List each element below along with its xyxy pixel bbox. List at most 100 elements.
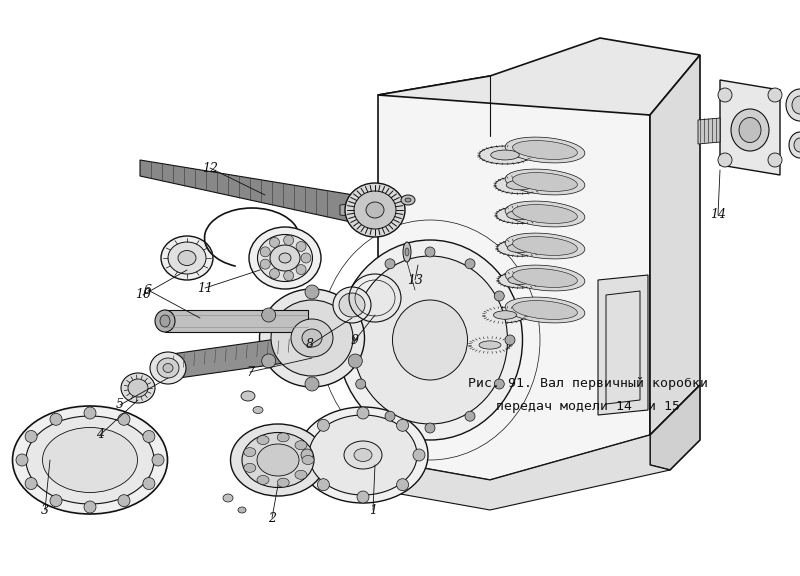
Circle shape [16,454,28,466]
Ellipse shape [258,234,313,282]
Text: 14: 14 [710,209,726,222]
Circle shape [768,153,782,167]
Circle shape [718,88,732,102]
Ellipse shape [479,341,501,349]
Text: 11: 11 [197,282,213,294]
Ellipse shape [271,300,353,376]
Circle shape [50,414,62,425]
Ellipse shape [26,416,154,504]
Polygon shape [165,310,308,332]
Circle shape [305,285,319,299]
Ellipse shape [128,379,148,397]
Circle shape [118,495,130,507]
Circle shape [50,495,62,507]
Ellipse shape [507,210,534,219]
Ellipse shape [366,202,384,218]
Polygon shape [378,76,650,480]
Circle shape [143,478,155,490]
Circle shape [385,411,395,421]
Ellipse shape [345,183,405,237]
Text: 10: 10 [135,289,151,301]
Ellipse shape [513,173,578,191]
Text: 13: 13 [407,274,423,286]
Circle shape [260,259,270,269]
Circle shape [270,268,279,279]
Ellipse shape [168,242,206,274]
Ellipse shape [344,441,382,469]
Ellipse shape [333,287,371,323]
Ellipse shape [731,109,769,151]
Text: 6: 6 [144,283,152,297]
Circle shape [718,153,732,167]
Ellipse shape [505,233,585,259]
Text: 9: 9 [351,334,359,347]
Circle shape [25,430,37,442]
Ellipse shape [257,435,269,445]
Ellipse shape [295,441,307,450]
Ellipse shape [223,494,233,502]
Text: 1: 1 [369,503,377,517]
Ellipse shape [253,407,263,414]
Text: передач модели 14  и 15: передач модели 14 и 15 [496,400,680,412]
Ellipse shape [259,289,365,387]
Ellipse shape [244,448,256,457]
Circle shape [505,335,515,345]
Polygon shape [378,38,700,115]
Ellipse shape [249,227,321,289]
Ellipse shape [513,141,578,160]
Ellipse shape [257,444,299,476]
Ellipse shape [163,363,173,373]
Circle shape [118,414,130,425]
Ellipse shape [278,433,290,442]
Ellipse shape [405,198,411,202]
Ellipse shape [786,89,800,121]
Ellipse shape [295,470,307,479]
Circle shape [348,308,362,322]
Ellipse shape [13,406,167,514]
Text: 4: 4 [96,429,104,441]
Ellipse shape [505,297,585,323]
Circle shape [143,430,155,442]
Text: 12: 12 [202,161,218,175]
Ellipse shape [279,253,291,263]
Circle shape [284,271,294,281]
Circle shape [397,479,409,491]
Ellipse shape [401,195,415,205]
Circle shape [296,241,306,252]
Circle shape [318,419,330,431]
Ellipse shape [244,463,256,472]
Ellipse shape [241,391,255,401]
Ellipse shape [42,427,138,492]
Ellipse shape [739,118,761,142]
Ellipse shape [178,251,196,266]
Ellipse shape [121,373,155,403]
Polygon shape [165,330,340,380]
Ellipse shape [507,244,533,252]
Ellipse shape [403,242,411,262]
Circle shape [84,407,96,419]
Circle shape [413,449,425,461]
Text: Рис. 91. Вал первичный коробки: Рис. 91. Вал первичный коробки [468,377,708,389]
Ellipse shape [353,256,507,424]
Ellipse shape [354,191,396,229]
Circle shape [152,454,164,466]
Circle shape [385,259,395,269]
Text: 2: 2 [268,511,276,525]
Circle shape [301,253,311,263]
Ellipse shape [505,137,585,163]
Ellipse shape [157,358,179,378]
Ellipse shape [291,319,333,357]
Ellipse shape [513,237,578,255]
Ellipse shape [508,275,532,285]
Polygon shape [650,385,700,470]
Ellipse shape [484,307,526,323]
Circle shape [262,308,276,322]
Circle shape [270,237,279,248]
Ellipse shape [155,310,175,332]
Circle shape [356,291,366,301]
Circle shape [397,419,409,431]
Ellipse shape [242,433,314,487]
Ellipse shape [161,236,213,280]
Circle shape [348,354,362,368]
Circle shape [84,501,96,513]
